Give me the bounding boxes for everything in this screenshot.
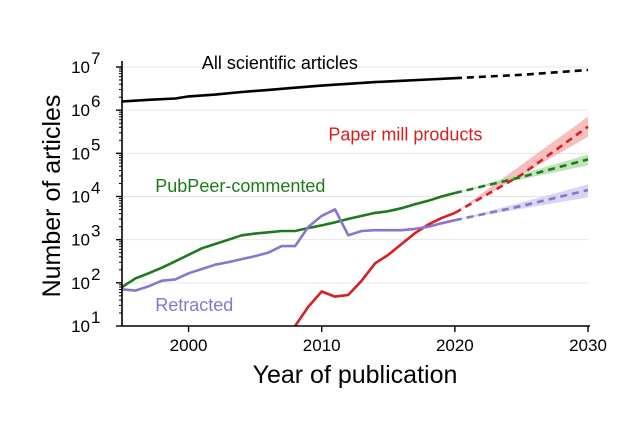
y-tick-label: 10 <box>71 274 90 293</box>
y-axis-title: Number of articles <box>38 95 66 298</box>
y-tick-exponent: 3 <box>91 222 100 241</box>
series-line <box>122 76 455 103</box>
confidence-band <box>454 116 588 213</box>
y-tick-label: 10 <box>71 58 90 77</box>
y-tick-exponent: 1 <box>91 308 100 327</box>
y-tick-exponent: 5 <box>91 135 100 154</box>
y-tick-label: 10 <box>71 144 90 163</box>
series-projection <box>454 68 589 80</box>
y-tick-label: 10 <box>71 101 90 120</box>
grid <box>122 66 588 327</box>
x-tick-label: 2020 <box>436 336 474 355</box>
series-line <box>122 191 456 289</box>
series-label: Paper mill products <box>328 124 482 144</box>
x-tick-label: 2000 <box>170 336 208 355</box>
y-tick-exponent: 2 <box>91 265 100 284</box>
series-lines <box>122 68 589 326</box>
y-tick-exponent: 4 <box>91 179 100 198</box>
x-axis-title: Year of publication <box>253 361 458 389</box>
series-labels: All scientific articles Paper mill produc… <box>155 53 482 315</box>
y-tick-exponent: 7 <box>91 49 100 68</box>
y-tick-label: 10 <box>71 317 90 336</box>
series-line <box>122 208 456 292</box>
y-tick-label: 10 <box>71 188 90 207</box>
x-tick-label: 2030 <box>569 336 607 355</box>
series-projection <box>454 125 589 215</box>
y-tick-exponent: 6 <box>91 92 100 111</box>
series-projection <box>454 158 589 195</box>
series-label: PubPeer-commented <box>155 176 325 196</box>
series-projection <box>454 188 589 222</box>
series-label: Retracted <box>155 295 233 315</box>
series-label: All scientific articles <box>202 53 358 73</box>
y-tick-label: 10 <box>71 231 90 250</box>
x-tick-label: 2010 <box>303 336 341 355</box>
confidence-band <box>454 184 588 221</box>
series-line <box>294 211 456 326</box>
